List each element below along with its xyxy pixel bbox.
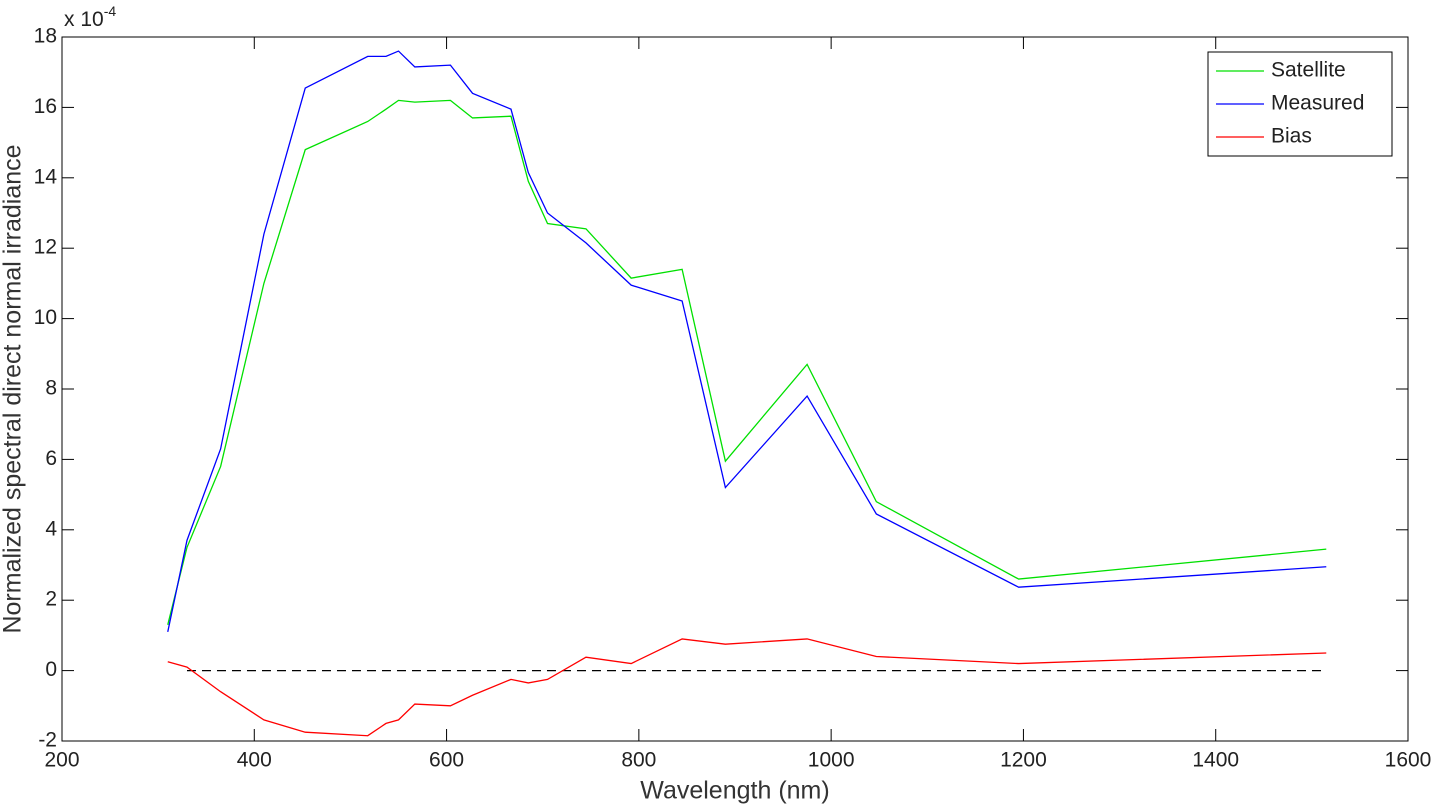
series-line [167, 99, 1327, 625]
x-tick-label: 1400 [1192, 749, 1239, 772]
y-tick-label: 18 [34, 25, 57, 48]
y-tick-label: -2 [38, 729, 57, 752]
y-tick-label: 0 [45, 658, 57, 681]
x-tick-label: 1200 [1000, 749, 1047, 772]
y-tick-label: 12 [34, 236, 57, 259]
legend-label: Satellite [1271, 59, 1346, 82]
legend: Satellite Measured Bias [1207, 51, 1393, 157]
x-axis-label: Wavelength (nm) [640, 777, 829, 805]
x-tick-label: 600 [429, 749, 464, 772]
y-tick-label: 16 [34, 95, 57, 118]
legend-label: Bias [1271, 125, 1312, 148]
x-tick-label: 1000 [808, 749, 855, 772]
y-axis-label: Normalized spectral direct normal irradi… [0, 144, 27, 633]
y-multiplier-base: x 10 [64, 8, 104, 31]
y-multiplier-exp: -4 [104, 3, 117, 19]
series-line [167, 638, 1327, 737]
y-tick-label: 2 [45, 588, 57, 611]
legend-label: Measured [1271, 92, 1364, 115]
x-tick-label: 800 [621, 749, 656, 772]
x-tick-label: 400 [237, 749, 272, 772]
y-multiplier: x 10-4 [64, 3, 116, 31]
x-tick-label: 1600 [1385, 749, 1432, 772]
plot-area [61, 36, 1409, 742]
y-tick-label: 10 [34, 306, 57, 329]
series-line [167, 50, 1327, 633]
y-tick-label: 14 [34, 165, 58, 188]
y-tick-label: 8 [45, 377, 57, 400]
y-tick-label: 6 [45, 447, 57, 470]
x-tick-label: 200 [44, 749, 79, 772]
y-tick-label: 4 [45, 517, 57, 540]
